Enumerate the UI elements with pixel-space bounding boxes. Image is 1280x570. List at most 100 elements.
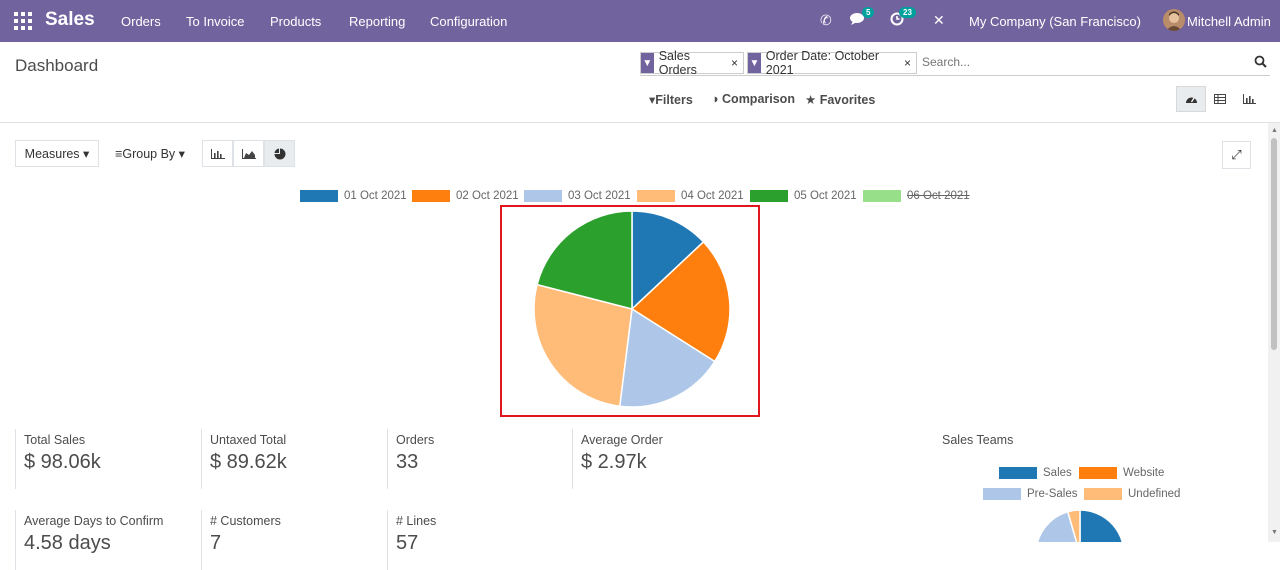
app-name[interactable]: Sales (45, 9, 95, 30)
pie-slice-1[interactable] (631, 210, 705, 311)
legend-swatch (999, 467, 1037, 479)
menu-configuration[interactable]: Configuration (430, 14, 508, 29)
sales-teams-pie-chart[interactable] (1020, 505, 1140, 542)
star-icon: ★ (805, 93, 820, 107)
bar-chart-button[interactable] (202, 140, 233, 167)
pie-slice-1[interactable] (1070, 509, 1124, 542)
sales-teams-title: Sales Teams (942, 433, 1014, 447)
scroll-down-icon[interactable]: ▼ (1271, 529, 1278, 536)
pie-chart[interactable] (500, 205, 760, 417)
team-legend-item-4[interactable]: Undefined (1084, 488, 1180, 500)
measures-label: Measures (24, 146, 80, 161)
legend-label: Undefined (1128, 488, 1181, 500)
group-by-label: Group By (122, 146, 176, 161)
expand-button[interactable]: ⤢ (1222, 141, 1251, 169)
kpi-value: 33 (396, 451, 419, 473)
kpi-customers[interactable]: # Customers 7 (201, 510, 381, 570)
menu-to-invoice[interactable]: To Invoice (186, 14, 245, 29)
dashboard-icon (1185, 97, 1197, 103)
messages-icon[interactable]: 5 (850, 7, 875, 29)
legend-swatch (983, 488, 1021, 500)
legend-item-6[interactable]: 06 Oct 2021 (863, 189, 970, 203)
remove-facet-icon[interactable]: × (730, 56, 738, 70)
search-bar: ▼ Sales Orders × ▼ Order Date: October 2… (640, 49, 1270, 77)
pie-slice-5[interactable] (536, 210, 633, 310)
pie-slice-3[interactable] (1036, 510, 1080, 542)
kpi-lines[interactable]: # Lines 57 (387, 510, 567, 570)
company-switcher[interactable]: My Company (San Francisco) (969, 14, 1141, 29)
pie-slice-4[interactable] (1066, 509, 1081, 542)
user-avatar[interactable] (1163, 9, 1185, 31)
menu-reporting[interactable]: Reporting (349, 14, 406, 29)
kpi-label: # Customers (210, 514, 281, 528)
kpi-untaxed-total[interactable]: Untaxed Total $ 89.62k (201, 429, 381, 489)
team-legend-item-3[interactable]: Pre-Sales (983, 488, 1078, 500)
legend-swatch (1079, 467, 1117, 479)
scroll-up-icon[interactable]: ▲ (1271, 127, 1278, 134)
filters-button[interactable]: ▾Filters (649, 92, 693, 107)
legend-swatch (524, 190, 562, 202)
kpi-average-days-to-confirm[interactable]: Average Days to Confirm 4.58 days (15, 510, 195, 570)
comparison-button[interactable]: ◑ Comparison (711, 92, 795, 106)
facet-label: Sales Orders (658, 49, 697, 77)
pie-slice-4[interactable] (533, 283, 633, 408)
kpi-total-sales[interactable]: Total Sales $ 98.06k (15, 429, 195, 489)
kpi-orders[interactable]: Orders 33 (387, 429, 567, 489)
filter-icon: ▼ (748, 53, 761, 73)
user-name[interactable]: Mitchell Admin (1187, 14, 1271, 29)
legend-item-4[interactable]: 04 Oct 2021 (637, 189, 744, 203)
bar-chart-icon (1242, 94, 1256, 104)
pie-slice-2[interactable] (630, 240, 731, 363)
favorites-button[interactable]: ★ Favorites (805, 92, 875, 107)
highlight-frame (500, 205, 760, 417)
legend-item-1[interactable]: 01 Oct 2021 (300, 189, 407, 203)
apps-menu-icon[interactable] (14, 12, 32, 30)
kpi-value: 4.58 days (24, 532, 111, 554)
top-navbar: Sales Orders To Invoice Products Reporti… (0, 0, 1280, 42)
legend-swatch (637, 190, 675, 202)
area-chart-icon (241, 148, 256, 159)
legend-label: Sales (1043, 467, 1072, 479)
legend-item-2[interactable]: 02 Oct 2021 (412, 189, 519, 203)
legend-label: 06 Oct 2021 (907, 190, 970, 202)
dashboard-view-button[interactable] (1176, 86, 1206, 112)
facet-sales-orders[interactable]: ▼ Sales Orders × (640, 49, 744, 77)
group-by-dropdown[interactable]: ≡ Group By ▾ (108, 140, 192, 167)
list-view-button[interactable] (1205, 86, 1235, 112)
measures-dropdown[interactable]: Measures ▾ (15, 140, 99, 167)
team-legend-item-1[interactable]: Sales (999, 467, 1072, 479)
remove-facet-icon[interactable]: × (903, 56, 911, 70)
graph-view-button[interactable] (1234, 86, 1264, 112)
legend-label: 02 Oct 2021 (456, 190, 519, 202)
filters-label: Filters (655, 93, 693, 107)
kpi-label: Average Days to Confirm (24, 514, 164, 528)
activities-icon[interactable]: 23 (890, 7, 916, 29)
legend-swatch (750, 190, 788, 202)
search-input[interactable] (922, 55, 1242, 69)
pie-slice-3[interactable] (618, 307, 716, 408)
pie-chart-icon (274, 148, 285, 159)
scrollbar[interactable]: ▲ ▼ (1268, 123, 1280, 542)
pie-chart-button[interactable] (264, 140, 295, 167)
legend-label: 05 Oct 2021 (794, 190, 857, 202)
legend-swatch (412, 190, 450, 202)
group-by-icon: ≡ (115, 146, 123, 161)
scrollbar-thumb[interactable] (1271, 138, 1277, 350)
team-legend-item-2[interactable]: Website (1079, 467, 1164, 479)
expand-icon: ⤢ (1231, 147, 1242, 162)
facet-order-date[interactable]: ▼ Order Date: October 2021 × (747, 49, 917, 77)
kpi-average-order[interactable]: Average Order $ 2.97k (572, 429, 752, 489)
phone-icon[interactable]: ✆ (820, 12, 832, 28)
comparison-label: Comparison (722, 92, 795, 106)
kpi-label: Average Order (581, 433, 663, 447)
debug-tools-icon[interactable]: ✕ (933, 12, 945, 28)
legend-item-5[interactable]: 05 Oct 2021 (750, 189, 857, 203)
menu-orders[interactable]: Orders (121, 14, 161, 29)
menu-products[interactable]: Products (270, 14, 322, 29)
kpi-value: $ 98.06k (24, 451, 101, 473)
line-chart-button[interactable] (233, 140, 264, 167)
facet-label: Order Date: October 2021 (765, 49, 880, 77)
legend-item-3[interactable]: 03 Oct 2021 (524, 189, 631, 203)
kpi-label: Total Sales (24, 433, 86, 447)
search-icon[interactable] (1254, 55, 1267, 71)
